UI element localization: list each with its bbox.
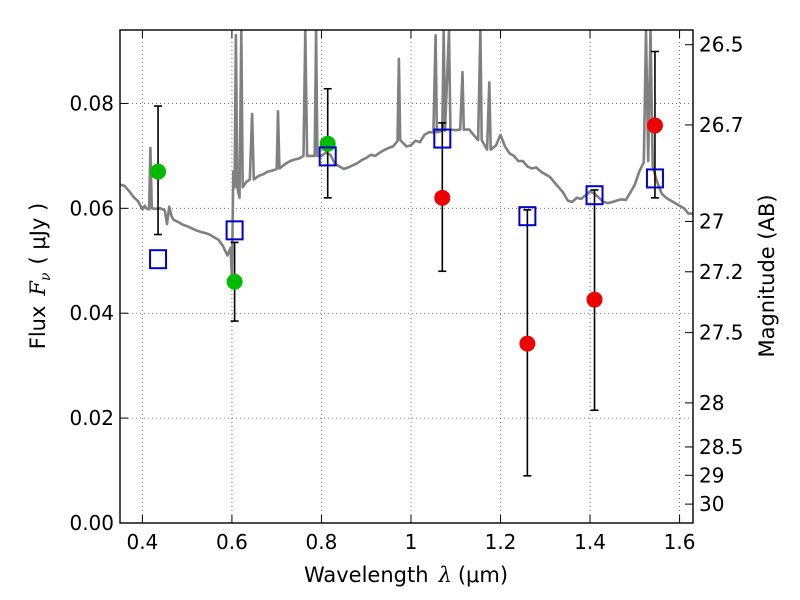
x-tick-label: 1.2 [485,530,517,554]
x-axis-label-unit: (μm) [458,563,508,587]
y2-tick-label: 27.2 [699,260,744,284]
y2-tick-label: 28 [699,391,724,415]
y2-tick-label: 26.7 [699,113,744,137]
y2-tick-label: 27 [699,209,724,233]
x-tick-labels: 0.4 0.6 0.8 1 1.2 1.4 1.6 [126,530,695,554]
x-tick-label: 0.8 [306,530,338,554]
y-axis-label-unit: ( μJy ) [26,203,50,265]
x-tick-label: 0.6 [216,530,248,554]
y-axis-label-text: Flux [26,306,50,350]
y-tick-label: 0.00 [69,511,114,535]
y-tick-label: 0.04 [69,301,114,325]
data-markers [149,117,664,352]
model-square-marker [433,128,452,149]
y-axis-label-subscript: ν [38,272,54,281]
y-tick-label: 0.06 [69,196,114,220]
data-point [646,117,663,134]
data-point [434,189,451,206]
y-axis-label: Flux Fν ( μJy ) [26,203,54,349]
y2-tick-label: 28.5 [699,435,744,459]
model-square-marker [225,220,244,241]
y-tick-label: 0.02 [69,406,114,430]
y2-tick-label: 30 [699,492,724,516]
x-tick-label: 1.6 [664,530,696,554]
x-axis-label: Wavelength λ (μm) [304,563,508,587]
model-square-marker [645,168,664,189]
data-point [586,291,603,308]
model-square-marker [149,249,168,270]
y2-tick-labels: 26.5 26.7 27 27.2 27.5 28 28.5 29 30 [699,33,744,516]
data-point [150,163,167,180]
data-point [519,335,536,352]
y2-tick-label: 27.5 [699,321,744,345]
model-spectrum [120,30,693,281]
spectrum-line [120,30,693,281]
data-point [319,135,336,152]
x-tick-label: 1 [405,530,418,554]
y2-tick-label: 29 [699,463,724,487]
y-tick-labels: 0.00 0.02 0.04 0.06 0.08 [69,91,114,535]
y2-axis-label: Magnitude (AB) [755,194,779,357]
model-square-marker [318,146,337,167]
x-axis-label-symbol: λ [438,563,452,587]
plot-frame [119,29,694,524]
model-square-marker [518,206,537,227]
axis-ticks [120,30,693,524]
error-bars [154,50,659,477]
model-square-marker [585,185,604,206]
y2-tick-label: 26.5 [699,33,744,57]
data-point [226,273,243,290]
grid-lines [120,30,693,524]
x-tick-label: 0.4 [126,530,158,554]
y-axis-label-symbol: F [26,280,50,297]
y-tick-label: 0.08 [69,91,114,115]
x-axis-label-text: Wavelength [304,563,429,587]
x-tick-label: 1.4 [574,530,606,554]
